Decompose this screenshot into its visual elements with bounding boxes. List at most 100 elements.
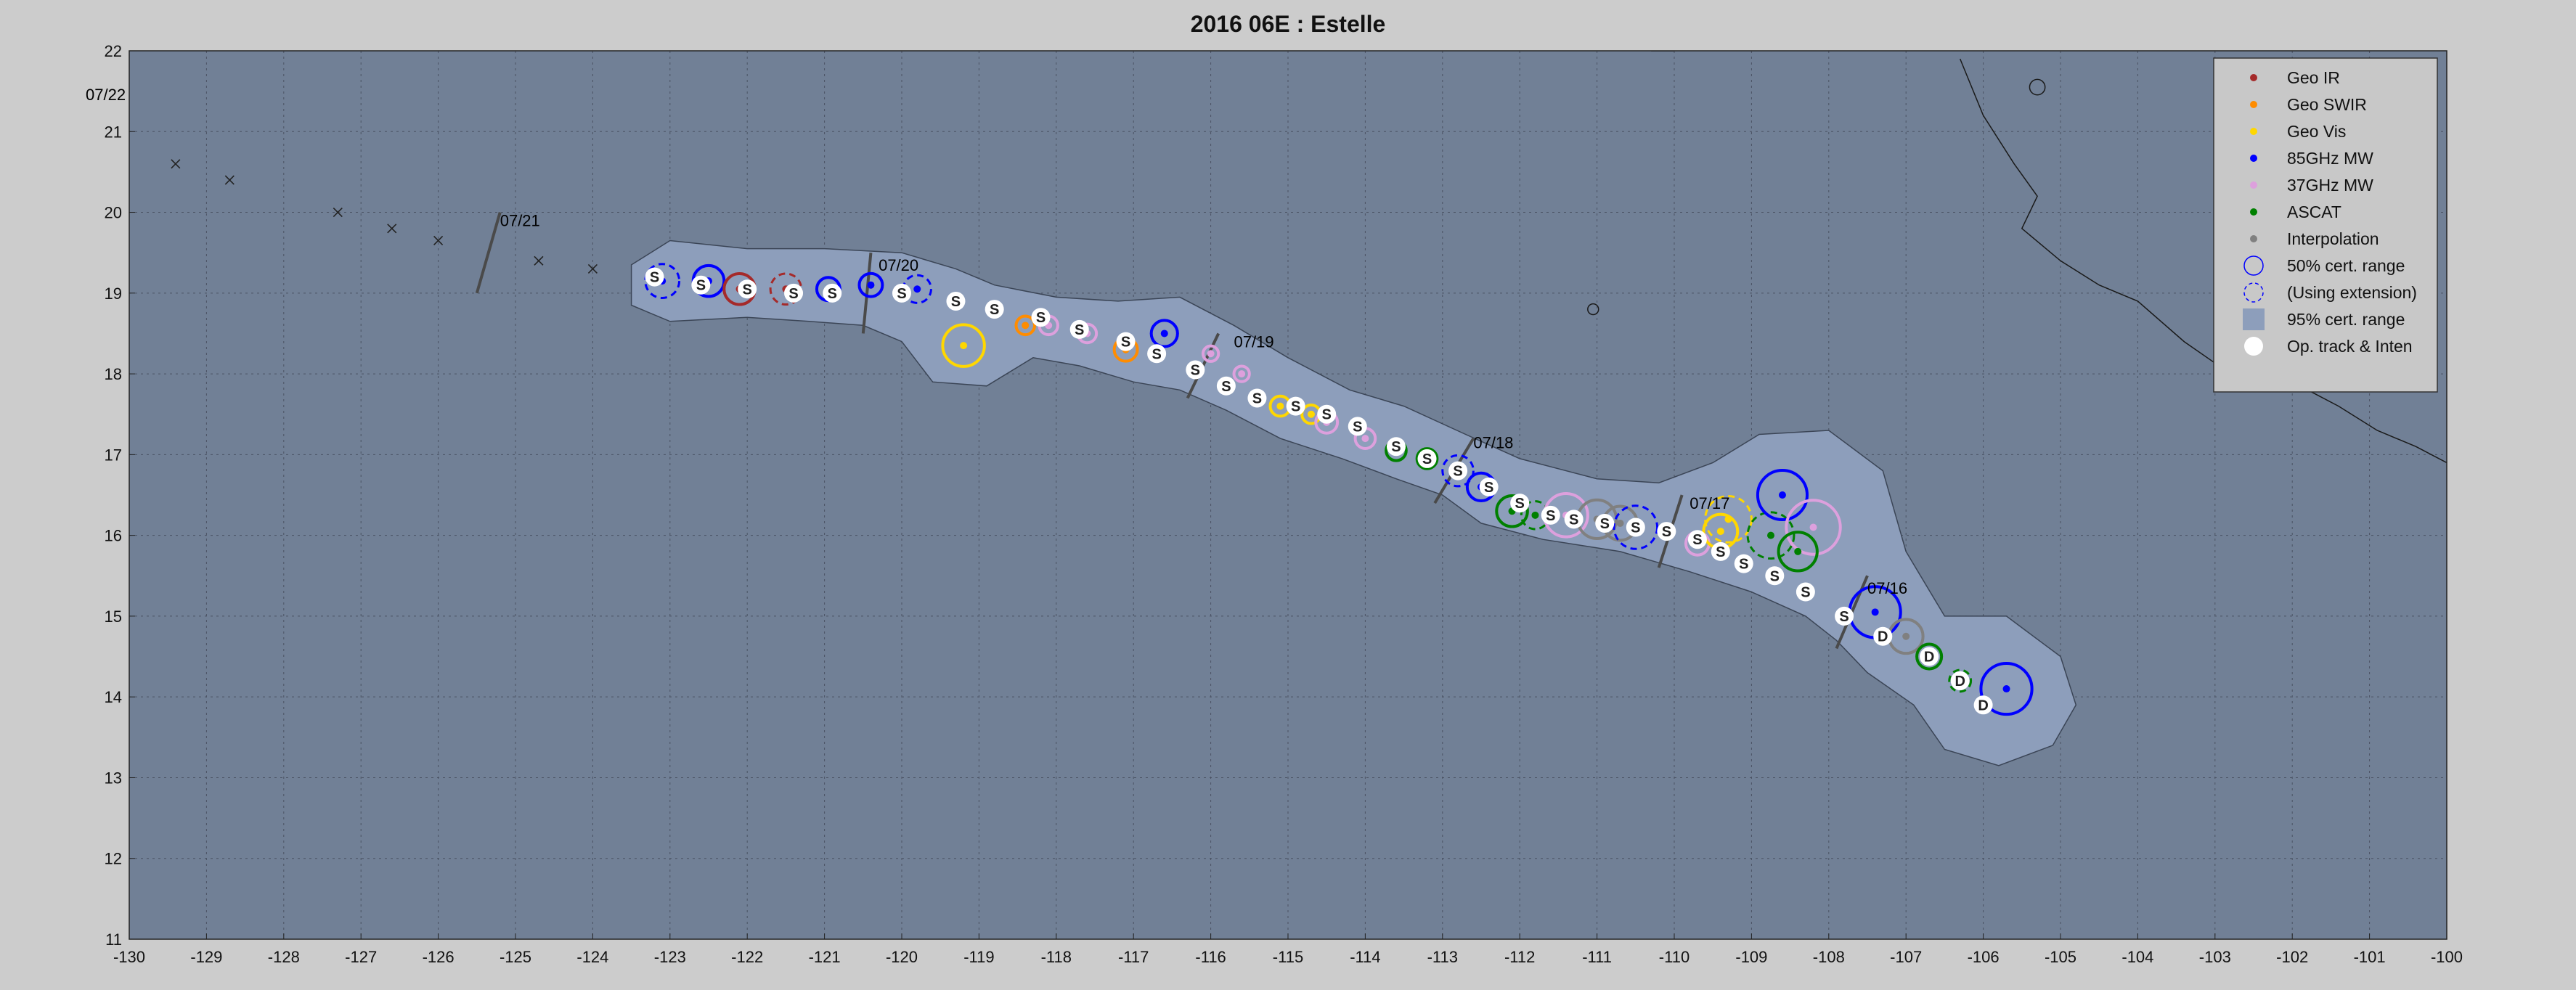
forecast-point [333, 207, 343, 218]
day-label: 07/18 [1473, 434, 1513, 452]
legend-label: Interpolation [2287, 229, 2379, 248]
y-tick-label: 15 [105, 608, 122, 626]
x-tick-label: -107 [1890, 948, 1922, 966]
x-tick-label: -127 [345, 948, 377, 966]
op-track-intensity: S [650, 270, 659, 286]
fix-mw85 [1979, 661, 2034, 716]
y-tick-label: 13 [105, 769, 122, 787]
legend-item: Geo Vis [2250, 122, 2346, 141]
x-tick-label: -110 [1659, 948, 1690, 966]
x-tick-label: -129 [190, 948, 222, 966]
op-track-intensity: D [1924, 650, 1934, 666]
x-tick-label: -120 [886, 948, 918, 966]
coastline-segment [1960, 58, 2447, 464]
legend: Geo IR Geo SWIR Geo Vis 85GHz MW 37GHz MW ASC… [2213, 57, 2438, 393]
op-track-intensity: S [1662, 524, 1671, 540]
day-bar [475, 211, 502, 294]
op-track-intensity: S [1801, 585, 1810, 601]
op-track-intensity: S [1152, 346, 1161, 362]
island [1587, 303, 1599, 316]
op-track-intensity: S [1484, 480, 1493, 496]
legend-label: ASCAT [2287, 202, 2341, 221]
fix-mw37 [1201, 344, 1220, 363]
op-track-point: S [1417, 449, 1437, 468]
day-label: 07/17 [1690, 494, 1729, 512]
forecast-point [171, 159, 181, 169]
y-tick-label: 21 [105, 123, 122, 141]
x-tick-label: -111 [1582, 948, 1612, 966]
op-track-point: S [1186, 360, 1205, 380]
fix-mw37 [1232, 364, 1251, 383]
day-label: 07/16 [1867, 579, 1907, 597]
day-labels: 07/22 07/21 07/20 07/19 07/18 07/17 07/16 [86, 86, 1907, 597]
op-track-intensity: S [1631, 520, 1640, 536]
forecast-point [224, 175, 235, 185]
x-tick-label: -117 [1118, 948, 1149, 966]
op-track-intensity: D [1878, 629, 1888, 645]
legend-label: Geo IR [2287, 68, 2340, 87]
op-track-intensity: D [1955, 674, 1965, 690]
legend-label: 37GHz MW [2287, 176, 2373, 195]
forecast-point [433, 235, 444, 246]
op-track-point: S [1687, 530, 1707, 549]
fix-ascat [1746, 511, 1796, 560]
y-tick-label: 16 [105, 527, 122, 545]
x-tick-label: -112 [1504, 948, 1535, 966]
fix-mw85 [1756, 468, 1809, 522]
x-tick-label: -105 [2045, 948, 2076, 966]
x-tick-label: -118 [1041, 948, 1072, 966]
x-tick-label: -100 [2431, 948, 2463, 966]
legend-item: ASCAT [2250, 202, 2341, 221]
op-track-intensity: S [788, 286, 798, 302]
op-track-point: S [1541, 505, 1560, 525]
fix-geo_swir [1014, 314, 1037, 337]
op-track-intensity: S [897, 286, 906, 302]
y-tick-label: 18 [105, 365, 122, 383]
y-tick-label: 12 [105, 850, 122, 868]
day-label: 07/22 [86, 86, 126, 104]
x-tick-label: -122 [731, 948, 763, 966]
legend-item: Geo SWIR [2250, 95, 2367, 114]
op-track-intensity: S [951, 294, 961, 310]
legend-label: Geo SWIR [2287, 95, 2367, 114]
legend-item: Interpolation [2250, 229, 2379, 248]
op-track-point: S [784, 283, 804, 303]
x-tick-label: -126 [423, 948, 455, 966]
op-track-intensity: S [1515, 496, 1525, 512]
op-track-point: S [738, 279, 757, 299]
day-bar [861, 252, 873, 334]
x-tick-label: -114 [1350, 948, 1380, 966]
forecast-point [534, 255, 544, 266]
op-track-intensity: S [1121, 335, 1130, 351]
op-track-point: S [1069, 319, 1089, 339]
legend-item: 85GHz MW [2250, 149, 2373, 168]
legend-label: Op. track & Inten [2287, 337, 2413, 356]
island [2029, 78, 2046, 96]
op-track-point: D [1873, 626, 1893, 646]
x-tick-label: -106 [1968, 948, 2000, 966]
x-axis-ticks: -130 -129 -128 -127 -126 -125 -124 -123 -122 -121… [113, 933, 2463, 966]
op-track-intensity: S [1600, 516, 1610, 532]
op-track-intensity: S [1252, 390, 1262, 406]
op-track-intensity: S [1075, 322, 1084, 338]
op-track-point: S [691, 275, 711, 295]
x-tick-label: -115 [1273, 948, 1303, 966]
legend-label: 95% cert. range [2287, 310, 2405, 329]
op-track-point: S [1657, 522, 1676, 541]
legend-item: 37GHz MW [2250, 176, 2373, 195]
fix-mw85 [1149, 319, 1179, 348]
certainty-cone-95 [630, 240, 2077, 766]
op-track-point: S [1448, 461, 1468, 480]
op-track-point: S [1711, 541, 1730, 561]
day-label: 07/21 [500, 212, 540, 230]
op-track-intensity: S [828, 286, 837, 302]
y-tick-label: 22 [105, 42, 122, 60]
op-track-point: S [985, 300, 1004, 319]
x-tick-label: -109 [1735, 948, 1767, 966]
fix-mw85 [902, 274, 932, 304]
x-tick-label: -103 [2199, 948, 2231, 966]
op-track-intensity: S [696, 278, 706, 294]
x-tick-label: -104 [2121, 948, 2153, 966]
